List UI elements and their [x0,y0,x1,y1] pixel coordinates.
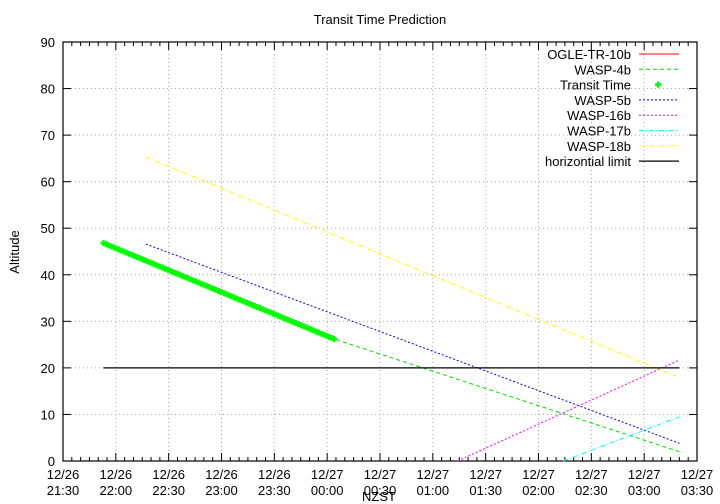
x-tick-label-time: 22:30 [152,483,185,498]
x-tick-label-date: 12/26 [258,467,291,482]
y-tick-label: 30 [41,314,55,329]
legend-marker [655,81,661,88]
x-tick-label-date: 12/26 [205,467,238,482]
x-tick-label-date: 12/26 [47,467,80,482]
y-tick-label: 50 [41,221,55,236]
legend-label: Transit Time [560,78,631,93]
x-axis-label: NZST [362,489,396,504]
legend-label: WASP-4b [574,62,631,77]
x-tick-label-time: 01:30 [469,483,502,498]
x-tick-label-time: 00:00 [311,483,344,498]
x-tick-label-date: 12/27 [628,467,661,482]
x-tick-label-time: 23:30 [258,483,291,498]
x-tick-label-date: 12/27 [469,467,502,482]
x-tick-label-date: 12/27 [311,467,344,482]
y-tick-label: 90 [41,35,55,50]
legend-label: WASP-17b [567,124,631,139]
series-line-wasp-5b [145,243,680,444]
y-tick-label: 70 [41,128,55,143]
x-tick-label-time: 03:00 [628,483,661,498]
x-tick-label-time: 01:00 [417,483,450,498]
y-tick-label: 40 [41,268,55,283]
x-tick-label-date: 12/27 [575,467,608,482]
series-line-wasp-18b [145,156,677,377]
y-tick-label: 10 [41,407,55,422]
x-tick-label-time: 22:00 [100,483,133,498]
x-tick-label-time: 21:30 [47,483,80,498]
y-tick-label: 80 [41,82,55,97]
x-tick-label-date: 12/27 [364,467,397,482]
y-tick-label: 0 [48,454,55,469]
x-tick-label-time: 00:30 [364,483,397,498]
legend-label: horizontial limit [545,154,631,169]
legend-label: WASP-16b [567,108,631,123]
legend-label: OGLE-TR-10b [547,47,631,62]
y-axis-label: Altitude [7,230,22,273]
series-line-wasp-16b [457,359,680,462]
legend-label: WASP-18b [567,139,631,154]
legend-label: WASP-5b [574,93,631,108]
x-tick-label-time: 23:00 [205,483,238,498]
y-tick-label: 60 [41,175,55,190]
x-tick-label-date: 12/26 [152,467,185,482]
chart-title: Transit Time Prediction [314,12,446,27]
transit-time-marker [331,336,338,343]
x-tick-label-time: 02:00 [522,483,555,498]
series-line-wasp-4b [103,242,680,453]
y-tick-label: 20 [41,361,55,376]
x-tick-label-date: 12/27 [681,467,714,482]
x-tick-label-time: 03:30 [681,483,714,498]
series-line-wasp-17b [562,416,680,462]
x-tick-label-date: 12/27 [417,467,450,482]
x-tick-label-date: 12/27 [522,467,555,482]
x-tick-label-time: 02:30 [575,483,608,498]
x-tick-label-date: 12/26 [100,467,133,482]
